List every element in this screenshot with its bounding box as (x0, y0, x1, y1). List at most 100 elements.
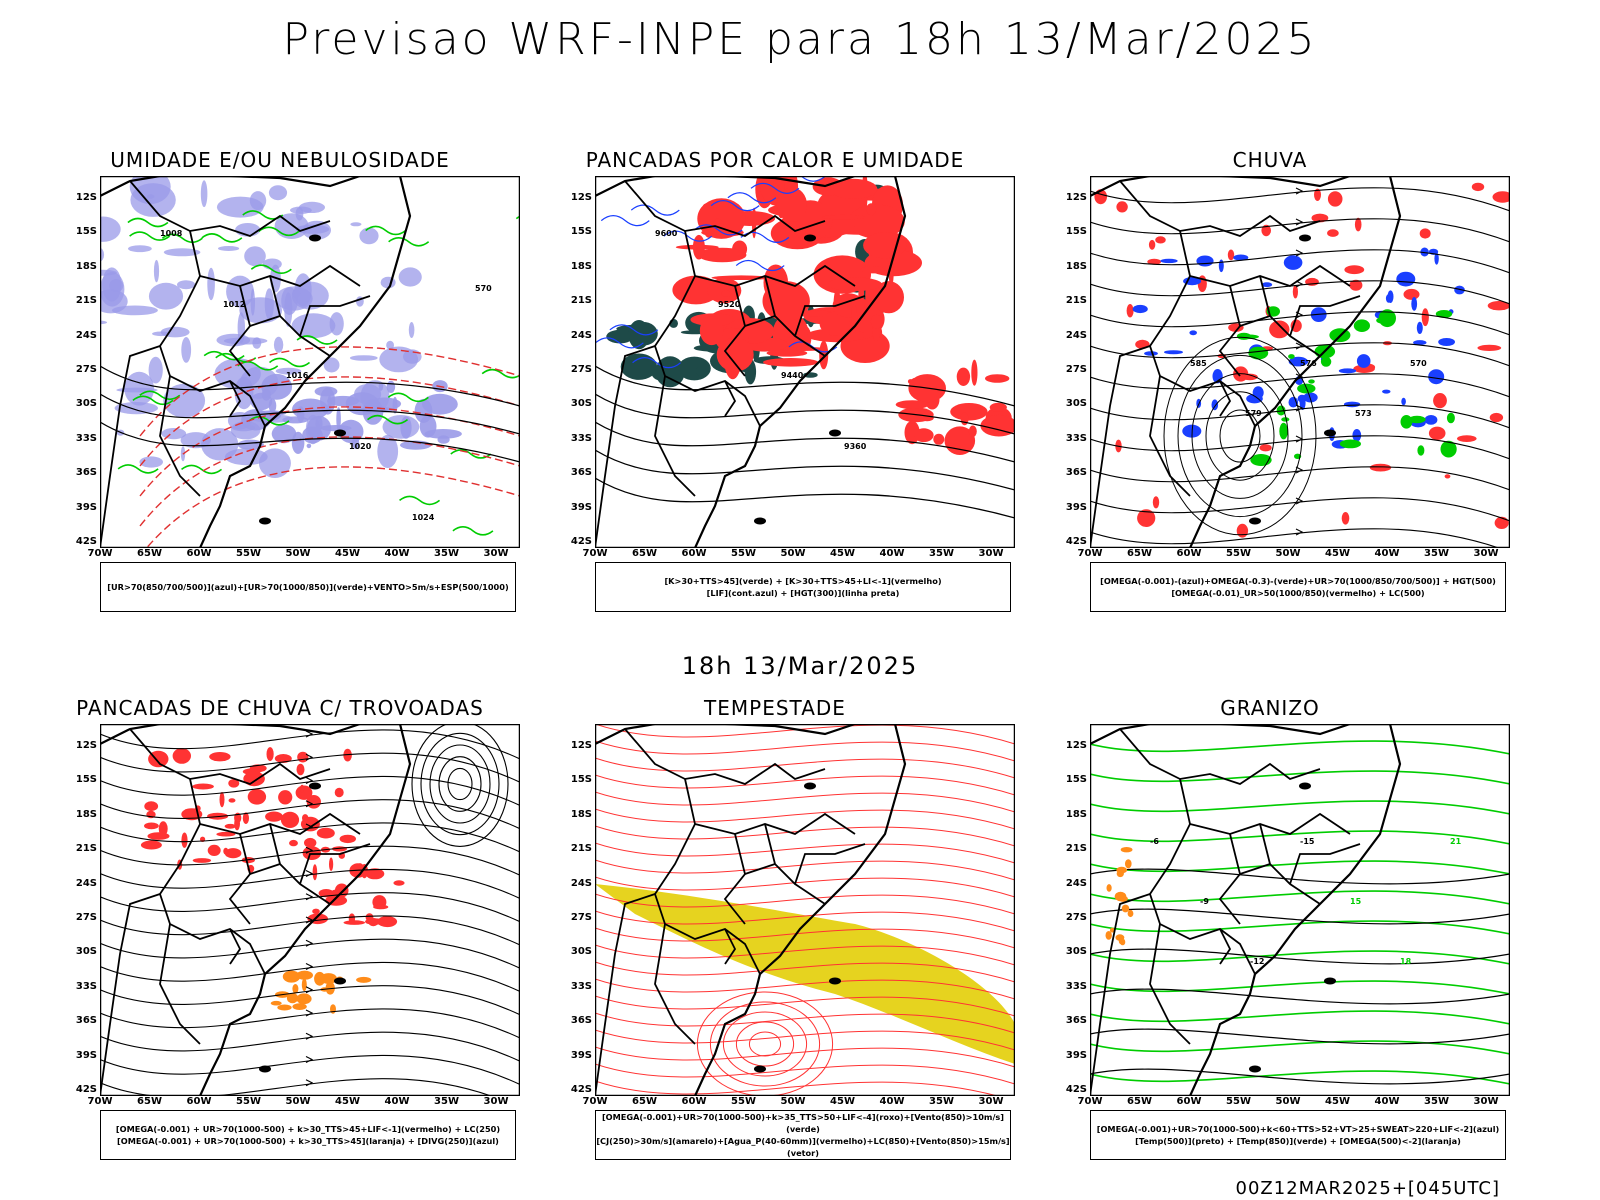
state-border (744, 863, 776, 875)
vorticity-contour (595, 1012, 1015, 1034)
storm-red-area (393, 880, 405, 886)
omega-orange-area (1120, 847, 1133, 853)
storm-orange-area (301, 978, 307, 992)
state-border (724, 928, 737, 965)
panel-legend: [OMEGA(-0.001)+UR>70(1000-500)+k<60+TTS>… (1090, 1110, 1506, 1160)
humidity-blue-area (148, 356, 163, 384)
legend-line: [OMEGA(-0.01)_UR>50(1000/850)(vermelho) … (1171, 588, 1425, 598)
map-tempestade (595, 724, 1015, 1096)
state-border (1218, 285, 1241, 377)
streamline (1090, 249, 1510, 274)
low-contour (709, 1001, 821, 1087)
streamline-arrow (1295, 528, 1304, 536)
lifted-index-contour (735, 259, 785, 272)
heat-red-area (971, 359, 978, 386)
x-tick-label: 45W (830, 1096, 855, 1107)
humidity-blue-area (307, 415, 332, 441)
rain-red-area (1327, 229, 1339, 237)
model-run-label: 00Z12MAR2025+[045UTC] (1235, 1178, 1500, 1199)
state-border (1090, 893, 1151, 1096)
humidity-blue-area (201, 428, 239, 461)
state-border (1289, 843, 1361, 885)
storm-red-area (316, 827, 335, 839)
humidity-green-contour (237, 361, 279, 371)
thickness-contour (139, 376, 520, 467)
y-tick-label: 42S (1065, 1084, 1087, 1095)
lake-mark (1299, 234, 1311, 242)
lifted-index-contour (600, 215, 650, 227)
humidity-green-contour (450, 449, 492, 459)
humidity-green-contour (117, 464, 159, 474)
map-chuva: 585 579 576 573 570 (1090, 176, 1510, 548)
forecast-time-label: 18h 13/Mar/2025 (681, 652, 919, 680)
contour-label: -6 (1150, 837, 1159, 846)
rain-blue-area (1420, 247, 1429, 257)
y-tick-label: 30S (570, 946, 592, 958)
streamline-arrow (305, 963, 314, 970)
streamline-arrow (1295, 218, 1304, 226)
humidity-blue-area (200, 180, 208, 208)
x-tick-label: 45W (830, 548, 855, 559)
vorticity-contour (595, 944, 1015, 966)
heat-red-area (692, 234, 705, 260)
rain-red-area (1403, 288, 1420, 300)
rain-green-area (1281, 417, 1290, 422)
heat-red-area (830, 178, 878, 199)
rain-red-area (1489, 412, 1504, 423)
storm-red-area (339, 834, 356, 844)
temp850-contour (1090, 1070, 1510, 1085)
heat-red-area (699, 316, 724, 346)
map-frame (595, 724, 1015, 1096)
x-tick-label: 55W (731, 548, 756, 559)
streamline (1090, 528, 1500, 548)
rain-blue-area (1411, 297, 1418, 311)
lake-mark (309, 234, 321, 242)
temp850-contour (1090, 1040, 1510, 1055)
height-contour (595, 393, 1015, 435)
rain-red-area (1419, 228, 1431, 239)
storm-red-area (312, 864, 318, 881)
y-tick-label: 39S (75, 1049, 97, 1061)
rain-blue-area (1189, 330, 1197, 336)
heat-red-area (933, 433, 945, 445)
state-border (100, 893, 161, 1096)
x-tick-label: 30W (978, 548, 1004, 559)
y-tick-label: 15S (570, 226, 592, 238)
streamline-arrow (305, 1032, 314, 1040)
y-tick-label: 12S (75, 192, 97, 203)
storm-red-area (144, 822, 159, 830)
storm-red-area (365, 918, 384, 925)
rain-blue-area (1416, 321, 1423, 334)
temp850-contour (1090, 1010, 1510, 1025)
panel-trovoadas: PANCADAS DE CHUVA C/ TROVOADAS [OMEGA(-0… (45, 696, 520, 1176)
humidity-blue-area (336, 407, 341, 431)
humidity-green-contour (129, 231, 171, 241)
streamline (100, 822, 520, 853)
y-tick-label: 36S (1065, 1015, 1087, 1027)
pressure-contour (100, 365, 520, 407)
x-tick-label: 65W (632, 1096, 657, 1107)
rain-green-area (1378, 309, 1396, 328)
state-border (624, 728, 826, 785)
humidity-blue-area (114, 402, 158, 415)
contour-label: 21 (1450, 837, 1462, 846)
temp500-contour (1090, 868, 1510, 885)
temp850-contour (1090, 770, 1510, 785)
pressure-contour (100, 393, 520, 435)
rain-red-area (1344, 265, 1365, 275)
state-border (228, 833, 251, 925)
vorticity-contour (595, 1063, 1015, 1085)
streamline (100, 869, 520, 899)
rain-red-area (1259, 444, 1272, 452)
x-tick-label: 30W (483, 548, 509, 559)
humidity-blue-area (345, 392, 379, 416)
rain-blue-area (1212, 369, 1223, 384)
state-border (1119, 180, 1321, 237)
legend-line: [Temp(500)](preto) + [Temp(850)](verde) … (1135, 1136, 1461, 1146)
x-tick-label: 45W (1325, 1096, 1350, 1107)
humidity-blue-area (350, 222, 362, 227)
humidity-green-contour (481, 368, 520, 379)
streamline-arrow (305, 753, 314, 761)
omega-orange-area (1105, 931, 1112, 940)
rain-red-area (1433, 393, 1447, 409)
